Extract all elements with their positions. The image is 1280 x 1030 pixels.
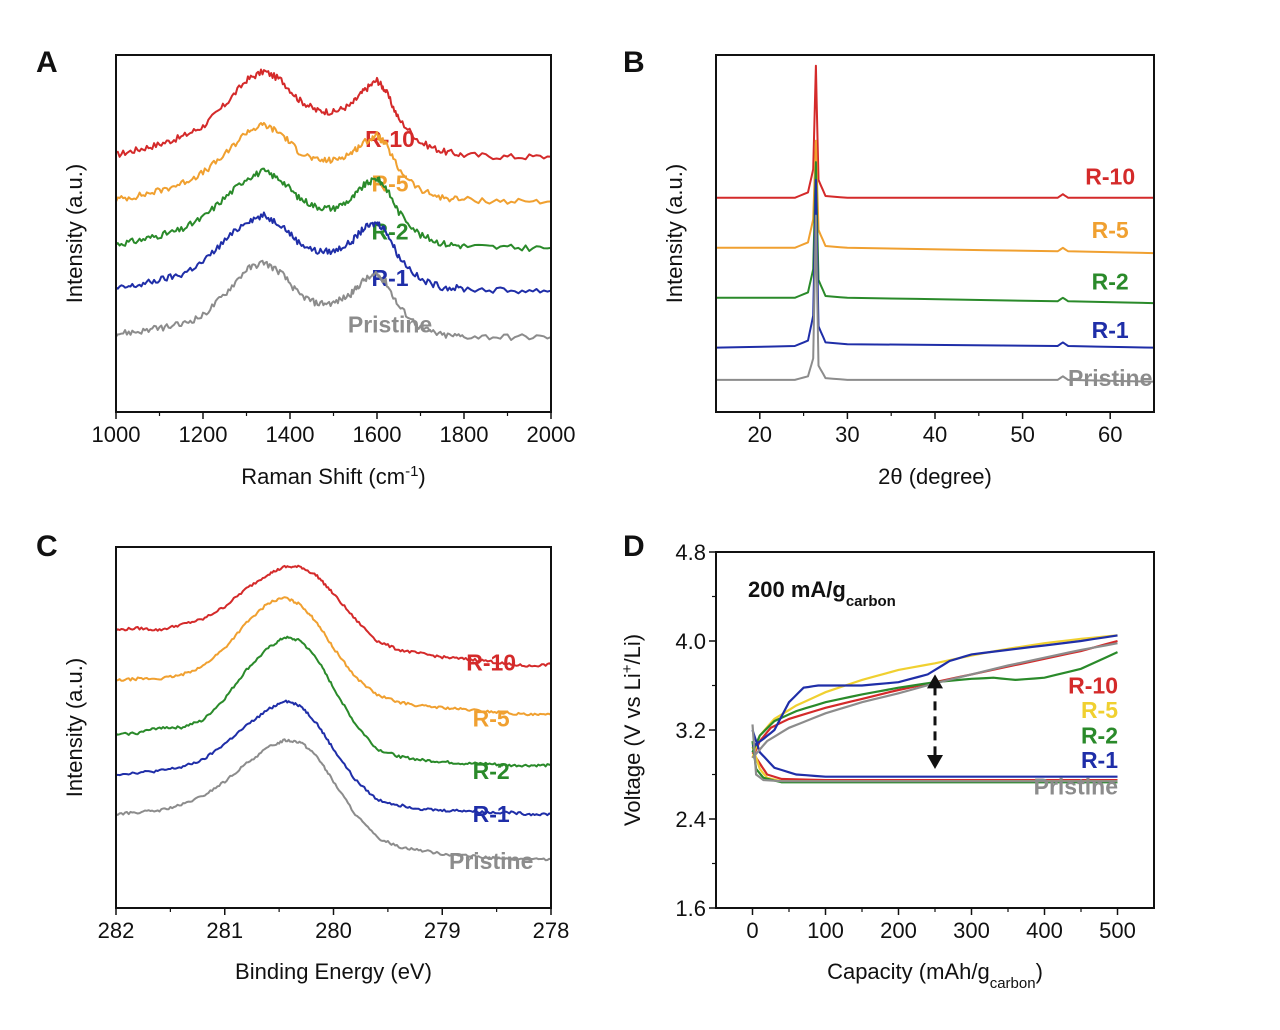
panel-c: C 282 281 280 279 278 Binding Energy (eV) Inten…: [36, 530, 569, 984]
x-tick-label: 281: [206, 918, 243, 943]
x-axis-label: 2θ (degree): [878, 464, 992, 489]
series-r-5-line: [717, 139, 1153, 255]
series-r-5-label: R-5: [1081, 697, 1118, 723]
series-pristine-label: Pristine: [449, 848, 533, 874]
x-tick-label: 30: [835, 422, 859, 447]
panel-letter: D: [623, 530, 645, 563]
x-tick-label: 1400: [266, 422, 315, 447]
series-r-1-line: [117, 211, 550, 295]
x-tick-label: 1600: [353, 422, 402, 447]
subscript: carbon: [846, 593, 896, 610]
series-r-2-line: [117, 167, 550, 252]
y-axis-label: Voltage (V vs Li+/Li): [619, 634, 646, 826]
arrow-head-down: [927, 754, 943, 769]
x-tick-label: 50: [1010, 422, 1034, 447]
series-r-10-label: R-10: [1068, 673, 1118, 699]
x-tick-label: 100: [807, 918, 844, 943]
series-pristine-charge-curve: [751, 642, 1118, 759]
x-tick-label: 1000: [92, 422, 141, 447]
series-r-10-line: [117, 564, 550, 668]
series-r-2-line: [717, 161, 1153, 305]
series-r-10-label: R-10: [1085, 163, 1135, 189]
x-tick-label: 200: [880, 918, 917, 943]
x-axis-label: Capacity (mAh/gcarbon): [827, 959, 1043, 992]
y-tick-label: 3.2: [675, 718, 706, 743]
arrow-head-up: [927, 674, 943, 689]
panel-letter: C: [36, 530, 58, 563]
series-r-2-charge-curve: [751, 651, 1118, 753]
series-pristine-label: Pristine: [1068, 365, 1152, 391]
series-r-1-label: R-1: [372, 265, 409, 291]
superscript: -1: [405, 463, 418, 480]
series-r-1-label: R-1: [473, 801, 510, 827]
x-tick-label: 279: [424, 918, 461, 943]
series-r-5-label: R-5: [473, 705, 510, 731]
series-pristine-discharge-curve: [751, 724, 1118, 783]
x-tick-label: 1200: [179, 422, 228, 447]
x-tick-label: 20: [748, 422, 772, 447]
plot-frame: [715, 54, 1155, 413]
series-r-10-line: [717, 64, 1153, 199]
subscript: carbon: [990, 975, 1036, 992]
y-tick-label: 1.6: [675, 896, 706, 921]
series-pristine-line: [117, 738, 550, 862]
series-pristine-line: [717, 214, 1153, 383]
series-r-5-line: [117, 121, 550, 205]
series-r-1-line: [717, 178, 1153, 349]
series-r-10-discharge-curve: [751, 751, 1118, 782]
series-pristine-line: [117, 259, 550, 341]
series-r-10-label: R-10: [466, 650, 516, 676]
series-pristine-label: Pristine: [1034, 774, 1118, 800]
x-tick-label: 278: [533, 918, 570, 943]
series-r-2-line: [117, 635, 550, 768]
x-tick-label: 500: [1099, 918, 1136, 943]
y-tick-label: 2.4: [675, 807, 706, 832]
x-tick-label: 60: [1098, 422, 1122, 447]
superscript: +: [619, 664, 636, 673]
panel-b: B 20 30 40 50 60 2θ (degree) Intensity (a.u.) R-…: [623, 46, 1155, 489]
series-r-2-label: R-2: [473, 758, 510, 784]
panel-letter: A: [36, 46, 58, 79]
panel-letter: B: [623, 46, 645, 79]
y-tick-label: 4.8: [675, 540, 706, 565]
series-r-1-label: R-1: [1092, 317, 1129, 343]
series-r-1-label: R-1: [1081, 747, 1118, 773]
series-r-2-label: R-2: [1081, 723, 1118, 749]
x-tick-label: 2000: [527, 422, 576, 447]
x-tick-label: 1800: [440, 422, 489, 447]
y-tick-label: 4.0: [675, 629, 706, 654]
x-tick-label: 300: [953, 918, 990, 943]
x-axis-label: Raman Shift (cm-1): [241, 463, 426, 490]
y-axis-label: Intensity (a.u.): [62, 164, 87, 303]
x-tick-label: 40: [923, 422, 947, 447]
series-r-5-label: R-5: [1092, 217, 1129, 243]
series-r-1-line: [117, 699, 550, 817]
x-tick-label: 400: [1026, 918, 1063, 943]
panel-a: A 1000 1200 1400 1600 1800 2000 Raman Shift (cm…: [36, 46, 575, 489]
x-tick-label: 282: [98, 918, 135, 943]
series-r-10-line: [117, 68, 550, 161]
rate-annotation: 200 mA/gcarbon: [748, 577, 896, 610]
series-r-5-charge-curve: [751, 634, 1118, 759]
x-axis-label: Binding Energy (eV): [235, 959, 432, 984]
x-tick-label: 0: [746, 918, 758, 943]
series-pristine-label: Pristine: [348, 312, 432, 338]
y-axis-label: Intensity (a.u.): [62, 658, 87, 797]
series-r-1-charge-curve: [751, 634, 1118, 748]
panel-d: D 0 100 200 300 400 500 1.6 2.4 3.2 4.0 4.8 Capacity…: [619, 530, 1155, 992]
x-tick-label: 280: [315, 918, 352, 943]
series-r-2-label: R-2: [1092, 269, 1129, 295]
y-axis-label: Intensity (a.u.): [662, 164, 687, 303]
series-r-1-discharge-curve: [751, 729, 1118, 778]
series-r-5-line: [117, 596, 550, 717]
